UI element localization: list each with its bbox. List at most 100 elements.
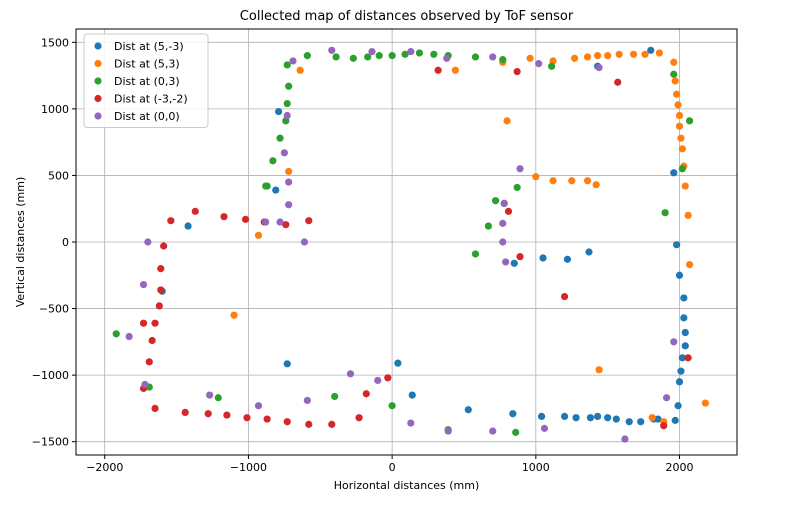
- data-point-series-4: [145, 358, 153, 366]
- data-point-series-5: [500, 199, 508, 207]
- y-axis-label: Vertical distances (mm): [14, 177, 27, 308]
- data-point-series-1: [464, 406, 472, 414]
- data-point-series-1: [184, 222, 192, 230]
- data-point-series-4: [516, 253, 524, 261]
- legend: Dist at (5,-3) Dist at (5,3) Dist at (0,3)…: [83, 33, 209, 128]
- y-tick-label: −1500: [32, 436, 69, 449]
- data-point-series-5: [662, 394, 671, 402]
- data-point-series-4: [191, 207, 199, 215]
- data-point-series-1: [560, 412, 569, 420]
- data-point-series-1: [537, 412, 546, 420]
- data-point-series-1: [647, 46, 655, 54]
- data-point-series-2: [681, 182, 689, 190]
- data-point-series-3: [661, 209, 669, 217]
- data-point-series-3: [430, 50, 438, 58]
- data-point-series-2: [583, 177, 592, 185]
- data-point-series-4: [263, 415, 271, 423]
- data-point-series-5: [670, 338, 678, 346]
- data-point-series-3: [471, 250, 480, 258]
- data-point-series-2: [629, 50, 638, 58]
- data-point-series-2: [684, 211, 692, 219]
- data-point-series-4: [684, 354, 692, 362]
- data-point-series-4: [148, 336, 156, 345]
- data-point-series-1: [604, 414, 612, 422]
- data-point-series-2: [641, 50, 649, 58]
- data-point-series-2: [604, 52, 612, 60]
- data-point-series-5: [144, 238, 152, 246]
- data-point-series-5: [535, 60, 543, 68]
- data-point-series-5: [374, 376, 382, 385]
- data-point-series-3: [685, 117, 694, 125]
- data-point-series-5: [499, 219, 507, 227]
- data-point-series-1: [675, 378, 684, 386]
- x-tick-label: 0: [389, 461, 396, 474]
- data-point-series-4: [157, 286, 165, 294]
- data-point-series-2: [595, 366, 603, 374]
- data-point-series-1: [671, 416, 679, 424]
- data-point-series-2: [285, 167, 293, 176]
- data-point-series-5: [621, 435, 629, 443]
- data-point-series-2: [675, 122, 684, 130]
- data-point-series-5: [499, 238, 507, 246]
- data-point-series-3: [484, 222, 493, 230]
- data-point-series-1: [612, 415, 620, 423]
- x-tick-label: −1000: [230, 461, 267, 474]
- data-point-series-1: [275, 107, 283, 116]
- data-point-series-2: [615, 50, 623, 58]
- data-point-series-4: [204, 410, 212, 418]
- data-point-series-1: [677, 367, 685, 375]
- data-point-series-1: [670, 169, 678, 177]
- data-point-series-5: [283, 111, 291, 120]
- data-point-series-4: [155, 302, 163, 310]
- data-point-series-4: [243, 414, 251, 422]
- data-point-series-3: [349, 54, 357, 62]
- legend-marker: [94, 42, 102, 50]
- x-axis-label: Horizontal distances (mm): [334, 479, 480, 492]
- data-point-series-4: [151, 404, 159, 413]
- data-point-series-4: [305, 217, 313, 225]
- data-point-series-3: [269, 157, 277, 165]
- data-point-series-2: [571, 54, 579, 62]
- y-tick-label: 1000: [41, 103, 69, 116]
- data-point-series-1: [678, 354, 686, 362]
- data-point-series-4: [241, 215, 250, 223]
- data-point-series-5: [489, 53, 497, 61]
- data-point-series-3: [471, 53, 480, 61]
- data-point-series-3: [112, 330, 120, 338]
- data-point-series-3: [214, 394, 222, 402]
- data-point-series-4: [384, 374, 392, 382]
- x-tick-label: 1000: [522, 461, 550, 474]
- data-point-series-1: [585, 248, 593, 256]
- data-point-series-3: [332, 53, 340, 61]
- data-point-series-4: [282, 221, 290, 229]
- data-point-series-1: [594, 412, 602, 420]
- data-point-series-3: [283, 61, 291, 69]
- data-point-series-1: [654, 415, 662, 423]
- data-point-series-5: [276, 218, 284, 226]
- data-point-series-1: [539, 254, 547, 262]
- data-point-series-2: [526, 54, 534, 62]
- data-point-series-4: [504, 207, 513, 215]
- data-point-series-3: [388, 52, 396, 60]
- legend-marker: [94, 94, 102, 103]
- data-point-series-1: [625, 418, 633, 426]
- data-point-series-3: [303, 52, 311, 60]
- data-point-series-1: [674, 402, 682, 410]
- data-point-series-4: [362, 390, 370, 398]
- data-point-series-4: [434, 66, 442, 74]
- data-point-series-2: [671, 77, 679, 85]
- data-point-series-5: [300, 238, 309, 246]
- x-axis-ticks: −2000 −1000 0 1000 2000: [86, 455, 694, 474]
- data-point-series-3: [548, 62, 556, 70]
- data-point-series-2: [568, 177, 576, 185]
- legend-label: Dist at (0,0): [114, 110, 180, 123]
- x-tick-label: −2000: [86, 461, 123, 474]
- data-point-series-3: [283, 99, 291, 108]
- data-point-series-2: [532, 173, 540, 181]
- data-point-series-3: [364, 53, 372, 61]
- data-point-series-4: [181, 408, 189, 416]
- data-point-series-5: [443, 54, 451, 62]
- legend-label: Dist at (-3,-2): [114, 93, 188, 106]
- data-point-series-2: [678, 145, 686, 153]
- data-point-series-5: [254, 402, 263, 410]
